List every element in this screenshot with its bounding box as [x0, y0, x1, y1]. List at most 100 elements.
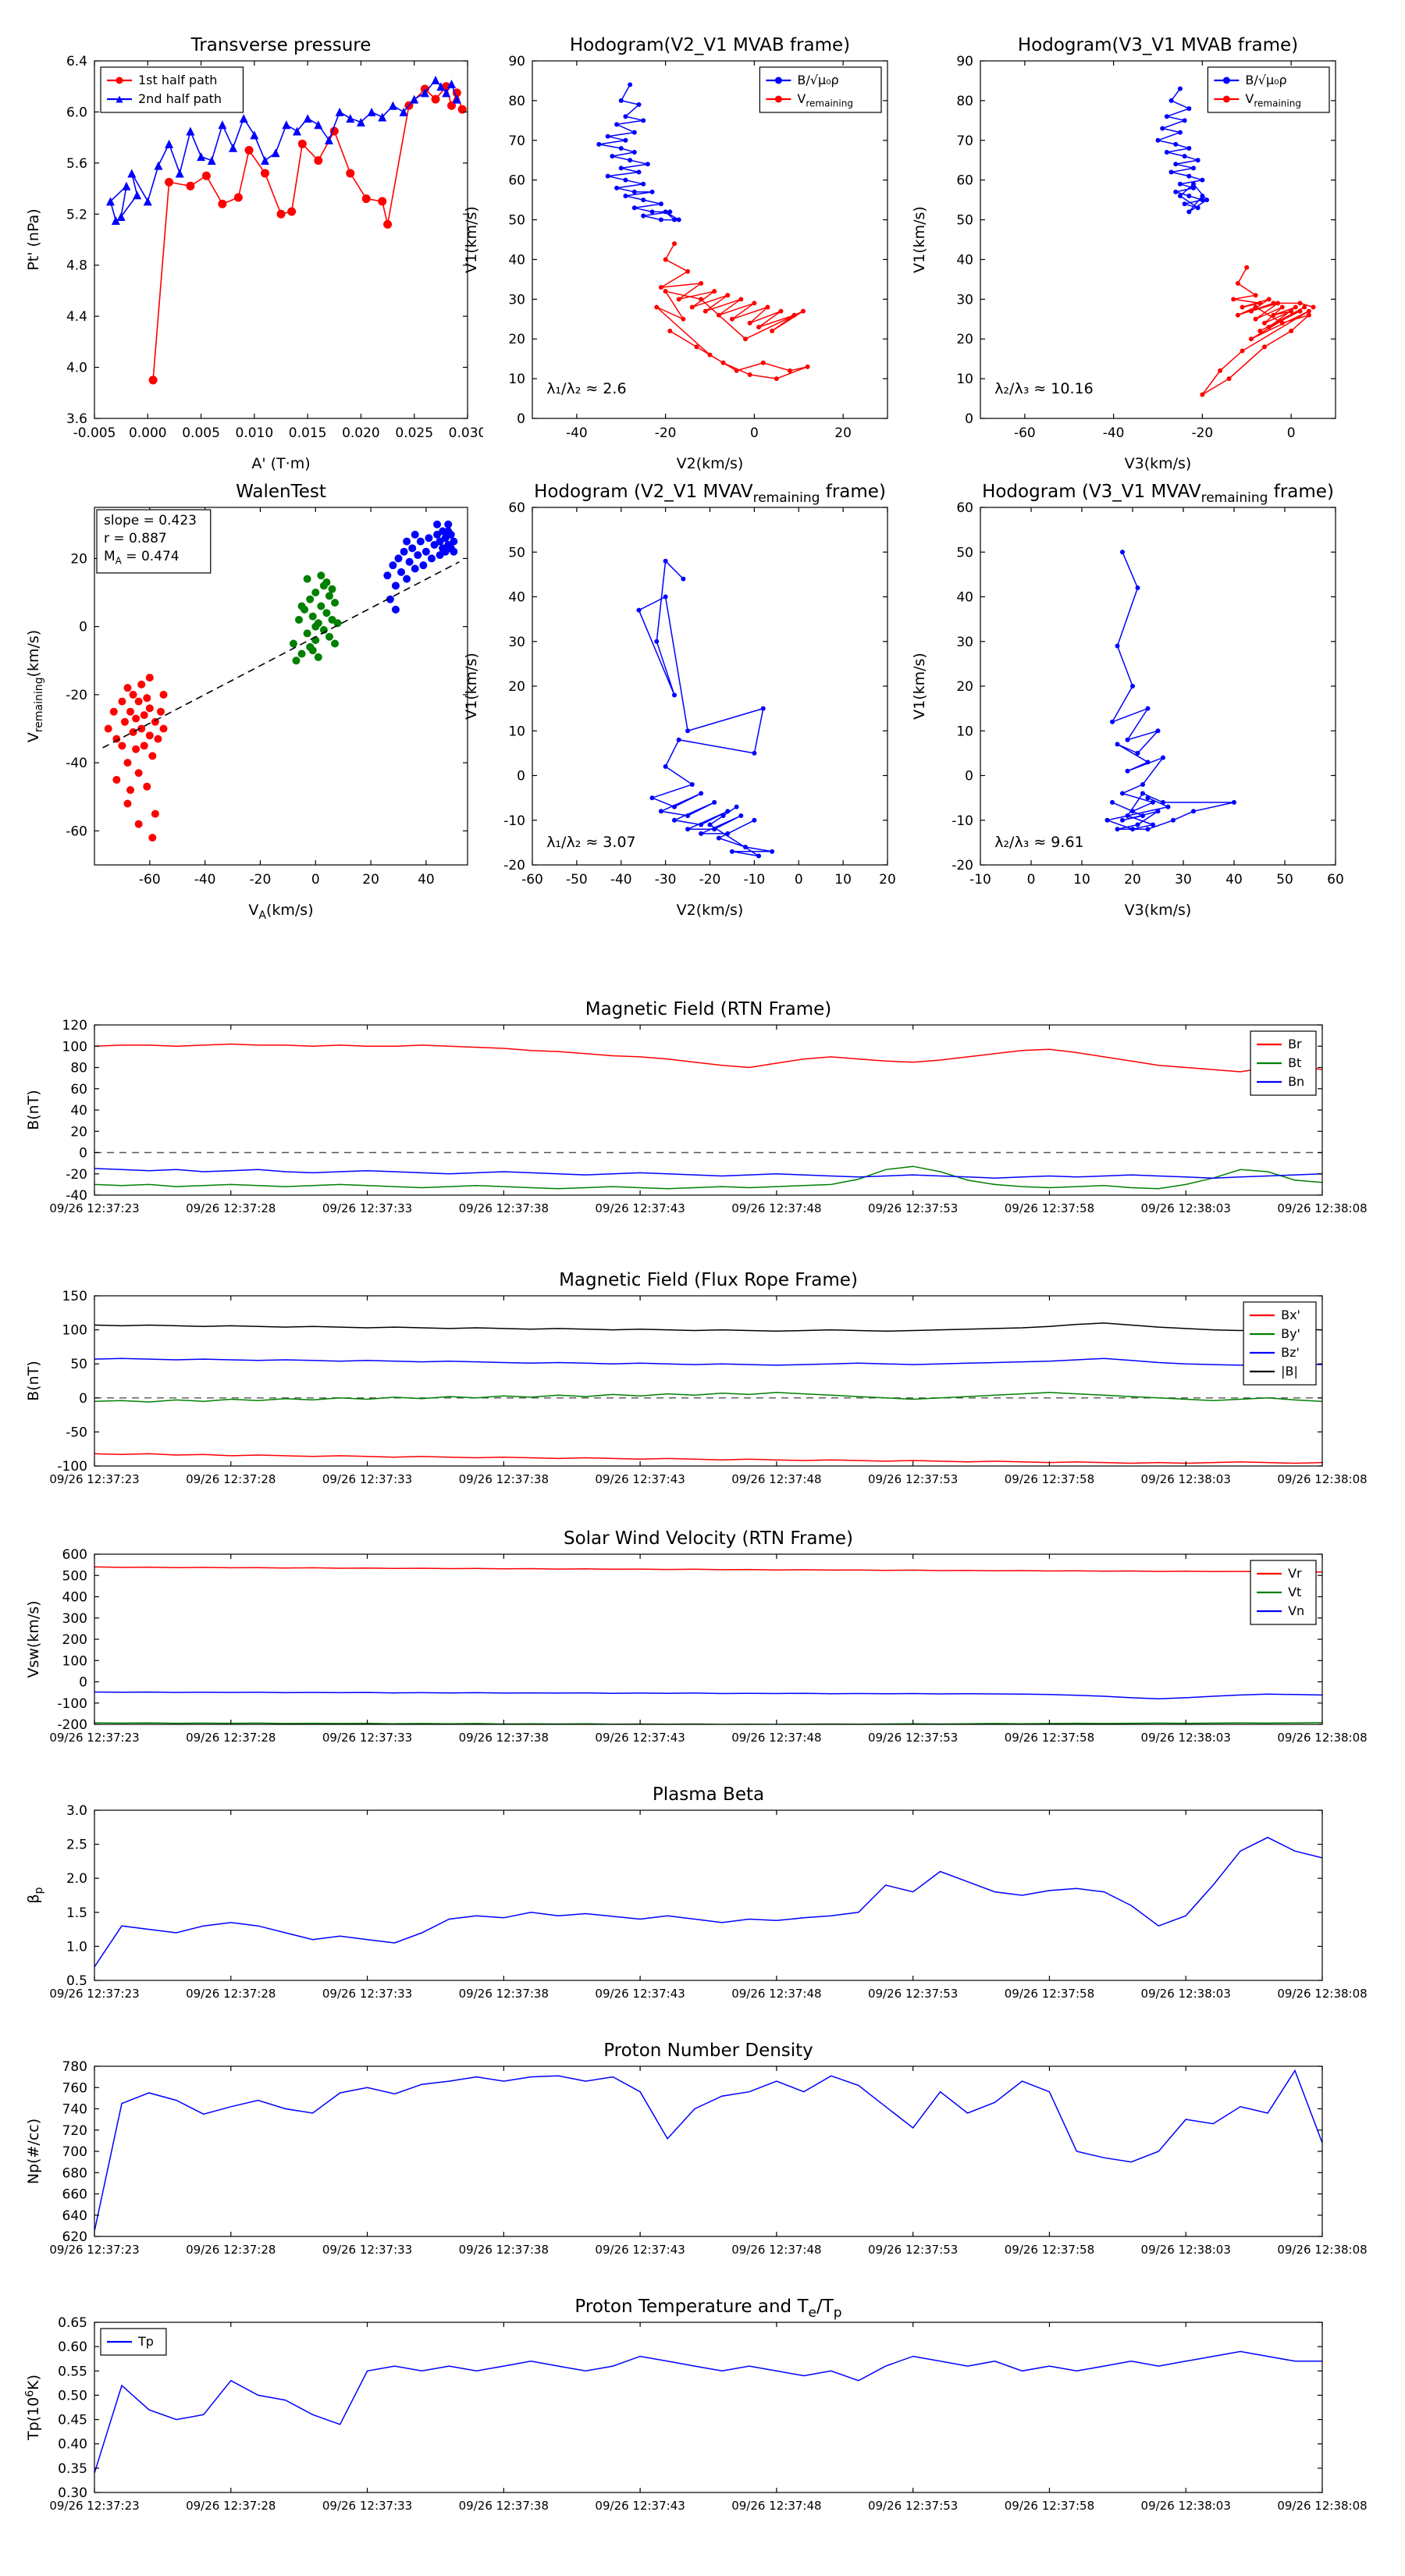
svg-text:09/26 12:37:48: 09/26 12:37:48: [731, 1472, 821, 1486]
svg-text:V2(km/s): V2(km/s): [677, 455, 744, 472]
svg-text:120: 120: [62, 1018, 87, 1034]
chart-magnetic-field-rtn: 09/26 12:37:23 09/26 12:37:28 09/26 12:37:…: [0, 991, 1405, 1226]
svg-text:0: 0: [311, 872, 320, 888]
svg-text:0.5: 0.5: [66, 1973, 87, 1989]
svg-text:-60: -60: [139, 872, 161, 888]
svg-text:5.6: 5.6: [66, 156, 87, 172]
svg-text:-20: -20: [503, 858, 525, 873]
svg-text:09/26 12:37:38: 09/26 12:37:38: [459, 1201, 549, 1215]
svg-text:Magnetic Field (RTN Frame): Magnetic Field (RTN Frame): [585, 999, 832, 1019]
svg-text:20: 20: [362, 872, 379, 888]
svg-text:700: 700: [62, 2144, 87, 2160]
svg-text:09/26 12:37:28: 09/26 12:37:28: [186, 1201, 276, 1215]
svg-text:09/26 12:38:03: 09/26 12:38:03: [1141, 1987, 1231, 2001]
svg-text:Bn: Bn: [1288, 1074, 1304, 1089]
svg-text:-30: -30: [655, 872, 677, 888]
chart-hodogram-v2v1-mvab: -40 -20 0 20 0 10 20 30 40 50 60 70 80 90 Hodogram(V2_…: [438, 23, 903, 492]
svg-text:Proton Number Density: Proton Number Density: [603, 2041, 813, 2061]
svg-text:09/26 12:37:48: 09/26 12:37:48: [731, 1731, 821, 1745]
svg-text:09/26 12:37:33: 09/26 12:37:33: [322, 1987, 412, 2001]
svg-text:Pt' (nPa): Pt' (nPa): [25, 208, 42, 270]
svg-text:0.60: 0.60: [58, 2339, 87, 2355]
svg-text:-100: -100: [57, 1459, 87, 1475]
svg-text:-40: -40: [566, 425, 588, 441]
svg-text:0: 0: [517, 411, 525, 427]
svg-text:30: 30: [956, 635, 973, 650]
svg-text:-50: -50: [66, 1425, 87, 1440]
svg-text:09/26 12:37:53: 09/26 12:37:53: [868, 1987, 958, 2001]
svg-text:0.50: 0.50: [58, 2388, 87, 2403]
svg-text:0.020: 0.020: [342, 425, 380, 441]
svg-text:10: 10: [508, 724, 525, 739]
svg-text:20: 20: [956, 332, 973, 347]
chart-proton-number-density: 09/26 12:37:23 09/26 12:37:28 09/26 12:37:…: [0, 2033, 1405, 2267]
svg-text:0.30: 0.30: [58, 2485, 87, 2501]
svg-text:V1(km/s): V1(km/s): [463, 653, 480, 720]
svg-text:-60: -60: [1014, 425, 1036, 441]
svg-text:620: 620: [62, 2229, 87, 2245]
svg-text:-20: -20: [66, 1167, 87, 1183]
svg-text:4.8: 4.8: [66, 258, 87, 274]
svg-text:-40: -40: [610, 872, 632, 888]
svg-text:V1(km/s): V1(km/s): [911, 653, 928, 720]
svg-text:Solar Wind Velocity (RTN Frame: Solar Wind Velocity (RTN Frame): [564, 1528, 853, 1549]
svg-text:50: 50: [508, 213, 525, 229]
svg-text:600: 600: [62, 1547, 87, 1563]
svg-text:09/26 12:37:23: 09/26 12:37:23: [49, 1201, 139, 1215]
svg-text:09/26 12:37:43: 09/26 12:37:43: [595, 1731, 685, 1745]
svg-text:βp: βp: [25, 1887, 45, 1903]
svg-text:slope = 0.423: slope = 0.423: [104, 513, 197, 528]
svg-text:-20: -20: [250, 872, 272, 888]
svg-text:40: 40: [418, 872, 435, 888]
svg-text:Vremaining: Vremaining: [797, 91, 853, 109]
svg-text:400: 400: [62, 1590, 87, 1606]
svg-text:09/26 12:37:28: 09/26 12:37:28: [186, 2499, 276, 2513]
svg-text:09/26 12:37:43: 09/26 12:37:43: [595, 2243, 685, 2257]
svg-text:5.2: 5.2: [66, 207, 87, 222]
svg-text:09/26 12:38:08: 09/26 12:38:08: [1277, 1731, 1367, 1745]
svg-text:09/26 12:37:28: 09/26 12:37:28: [186, 1472, 276, 1486]
svg-text:Np(#/cc): Np(#/cc): [25, 2119, 42, 2184]
svg-text:2.0: 2.0: [66, 1871, 87, 1887]
svg-text:100: 100: [62, 1323, 87, 1339]
svg-text:09/26 12:37:33: 09/26 12:37:33: [322, 1472, 412, 1486]
svg-text:09/26 12:37:58: 09/26 12:37:58: [1005, 1472, 1094, 1486]
svg-text:6.4: 6.4: [66, 54, 87, 69]
svg-text:0: 0: [965, 769, 973, 785]
svg-text:-40: -40: [1103, 425, 1125, 441]
svg-text:20: 20: [508, 679, 525, 695]
svg-text:-40: -40: [194, 872, 216, 888]
svg-text:60: 60: [508, 500, 525, 516]
svg-text:2nd half path: 2nd half path: [138, 91, 222, 106]
svg-text:09/26 12:37:53: 09/26 12:37:53: [868, 1472, 958, 1486]
svg-text:-20: -20: [951, 858, 973, 873]
svg-text:B/√μ₀ρ: B/√μ₀ρ: [797, 73, 838, 87]
svg-text:-10: -10: [969, 872, 991, 888]
svg-text:V2(km/s): V2(km/s): [677, 902, 744, 919]
svg-text:-10: -10: [951, 813, 973, 829]
svg-text:0.65: 0.65: [58, 2315, 87, 2331]
svg-text:09/26 12:37:53: 09/26 12:37:53: [868, 2243, 958, 2257]
svg-text:Hodogram (V3_V1 MVAVremaining: Hodogram (V3_V1 MVAVremaining frame): [982, 482, 1334, 506]
svg-text:09/26 12:37:48: 09/26 12:37:48: [731, 1987, 821, 2001]
svg-text:10: 10: [956, 372, 973, 387]
svg-text:V1(km/s): V1(km/s): [463, 206, 480, 273]
svg-text:640: 640: [62, 2208, 87, 2224]
svg-text:09/26 12:38:03: 09/26 12:38:03: [1141, 1472, 1231, 1486]
svg-text:80: 80: [70, 1061, 87, 1076]
svg-text:720: 720: [62, 2123, 87, 2139]
svg-text:09/26 12:37:53: 09/26 12:37:53: [868, 1201, 958, 1215]
svg-text:Hodogram(V2_V1 MVAB frame): Hodogram(V2_V1 MVAB frame): [570, 35, 850, 55]
svg-text:0: 0: [79, 1675, 87, 1691]
svg-text:-20: -20: [1191, 425, 1213, 441]
svg-text:660: 660: [62, 2187, 87, 2203]
svg-text:V3(km/s): V3(km/s): [1125, 902, 1192, 919]
svg-text:0.030: 0.030: [449, 425, 483, 441]
svg-text:09/26 12:37:43: 09/26 12:37:43: [595, 1987, 685, 2001]
svg-text:60: 60: [508, 173, 525, 189]
svg-text:10: 10: [834, 872, 852, 888]
svg-text:30: 30: [508, 292, 525, 308]
svg-text:0.025: 0.025: [395, 425, 433, 441]
svg-text:1st half path: 1st half path: [138, 73, 217, 87]
svg-text:09/26 12:37:48: 09/26 12:37:48: [731, 2243, 821, 2257]
